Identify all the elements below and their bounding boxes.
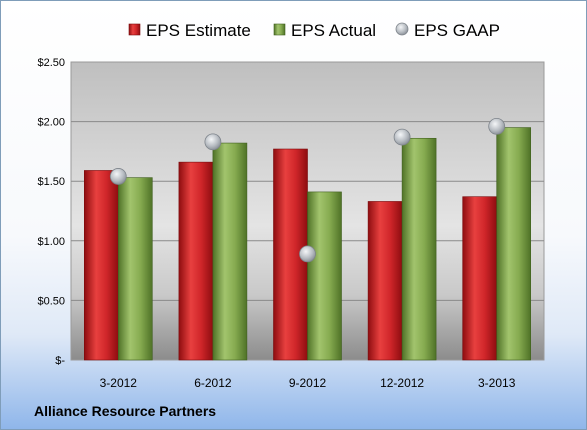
y-tick-label: $2.50 bbox=[37, 57, 65, 69]
bar-eps-actual bbox=[307, 191, 342, 361]
x-tick-label: 3-2012 bbox=[100, 376, 138, 390]
y-tick-label: $2.00 bbox=[37, 117, 65, 129]
legend-swatch-eps-actual bbox=[273, 23, 286, 36]
bar-eps-actual bbox=[496, 127, 532, 361]
bar-eps-estimate bbox=[84, 170, 119, 361]
x-tick-label: 3-2013 bbox=[478, 376, 516, 390]
x-tick-label: 6-2012 bbox=[194, 376, 232, 390]
company-name: Alliance Resource Partners bbox=[34, 403, 217, 419]
bar-eps-estimate bbox=[367, 201, 403, 361]
point-eps-gaap bbox=[109, 168, 127, 185]
bar-eps-actual bbox=[212, 142, 248, 361]
bar-eps-actual bbox=[401, 137, 437, 361]
bar-eps-estimate bbox=[178, 161, 214, 361]
x-tick-label: 12-2012 bbox=[380, 376, 424, 390]
point-eps-gaap bbox=[488, 117, 506, 135]
y-tick-label: $1.00 bbox=[37, 236, 65, 248]
legend-label: EPS GAAP bbox=[414, 21, 500, 40]
legend-swatch-eps-estimate bbox=[128, 23, 141, 36]
bars bbox=[84, 127, 532, 361]
y-axis-ticks: $- $0.50 $1.00 $1.50 $2.00 $2.50 bbox=[37, 57, 65, 367]
legend-swatch-eps-gaap bbox=[395, 22, 409, 36]
bar-eps-estimate bbox=[462, 196, 498, 361]
legend-label: EPS Actual bbox=[291, 21, 376, 40]
point-eps-gaap bbox=[299, 245, 316, 263]
y-tick-label: $1.50 bbox=[37, 176, 65, 188]
gaap-points bbox=[109, 117, 506, 263]
point-eps-gaap bbox=[204, 133, 222, 151]
point-eps-gaap bbox=[393, 128, 411, 146]
y-tick-label: $0.50 bbox=[37, 295, 65, 307]
x-tick-label: 9-2012 bbox=[289, 376, 327, 390]
y-tick-label: $- bbox=[55, 355, 65, 367]
legend-label: EPS Estimate bbox=[146, 21, 251, 40]
bar-eps-actual bbox=[118, 177, 153, 361]
x-axis-ticks: 3-2012 6-2012 9-2012 12-2012 3-2013 bbox=[100, 376, 516, 390]
legend: EPS Estimate EPS Actual EPS GAAP bbox=[128, 21, 500, 40]
